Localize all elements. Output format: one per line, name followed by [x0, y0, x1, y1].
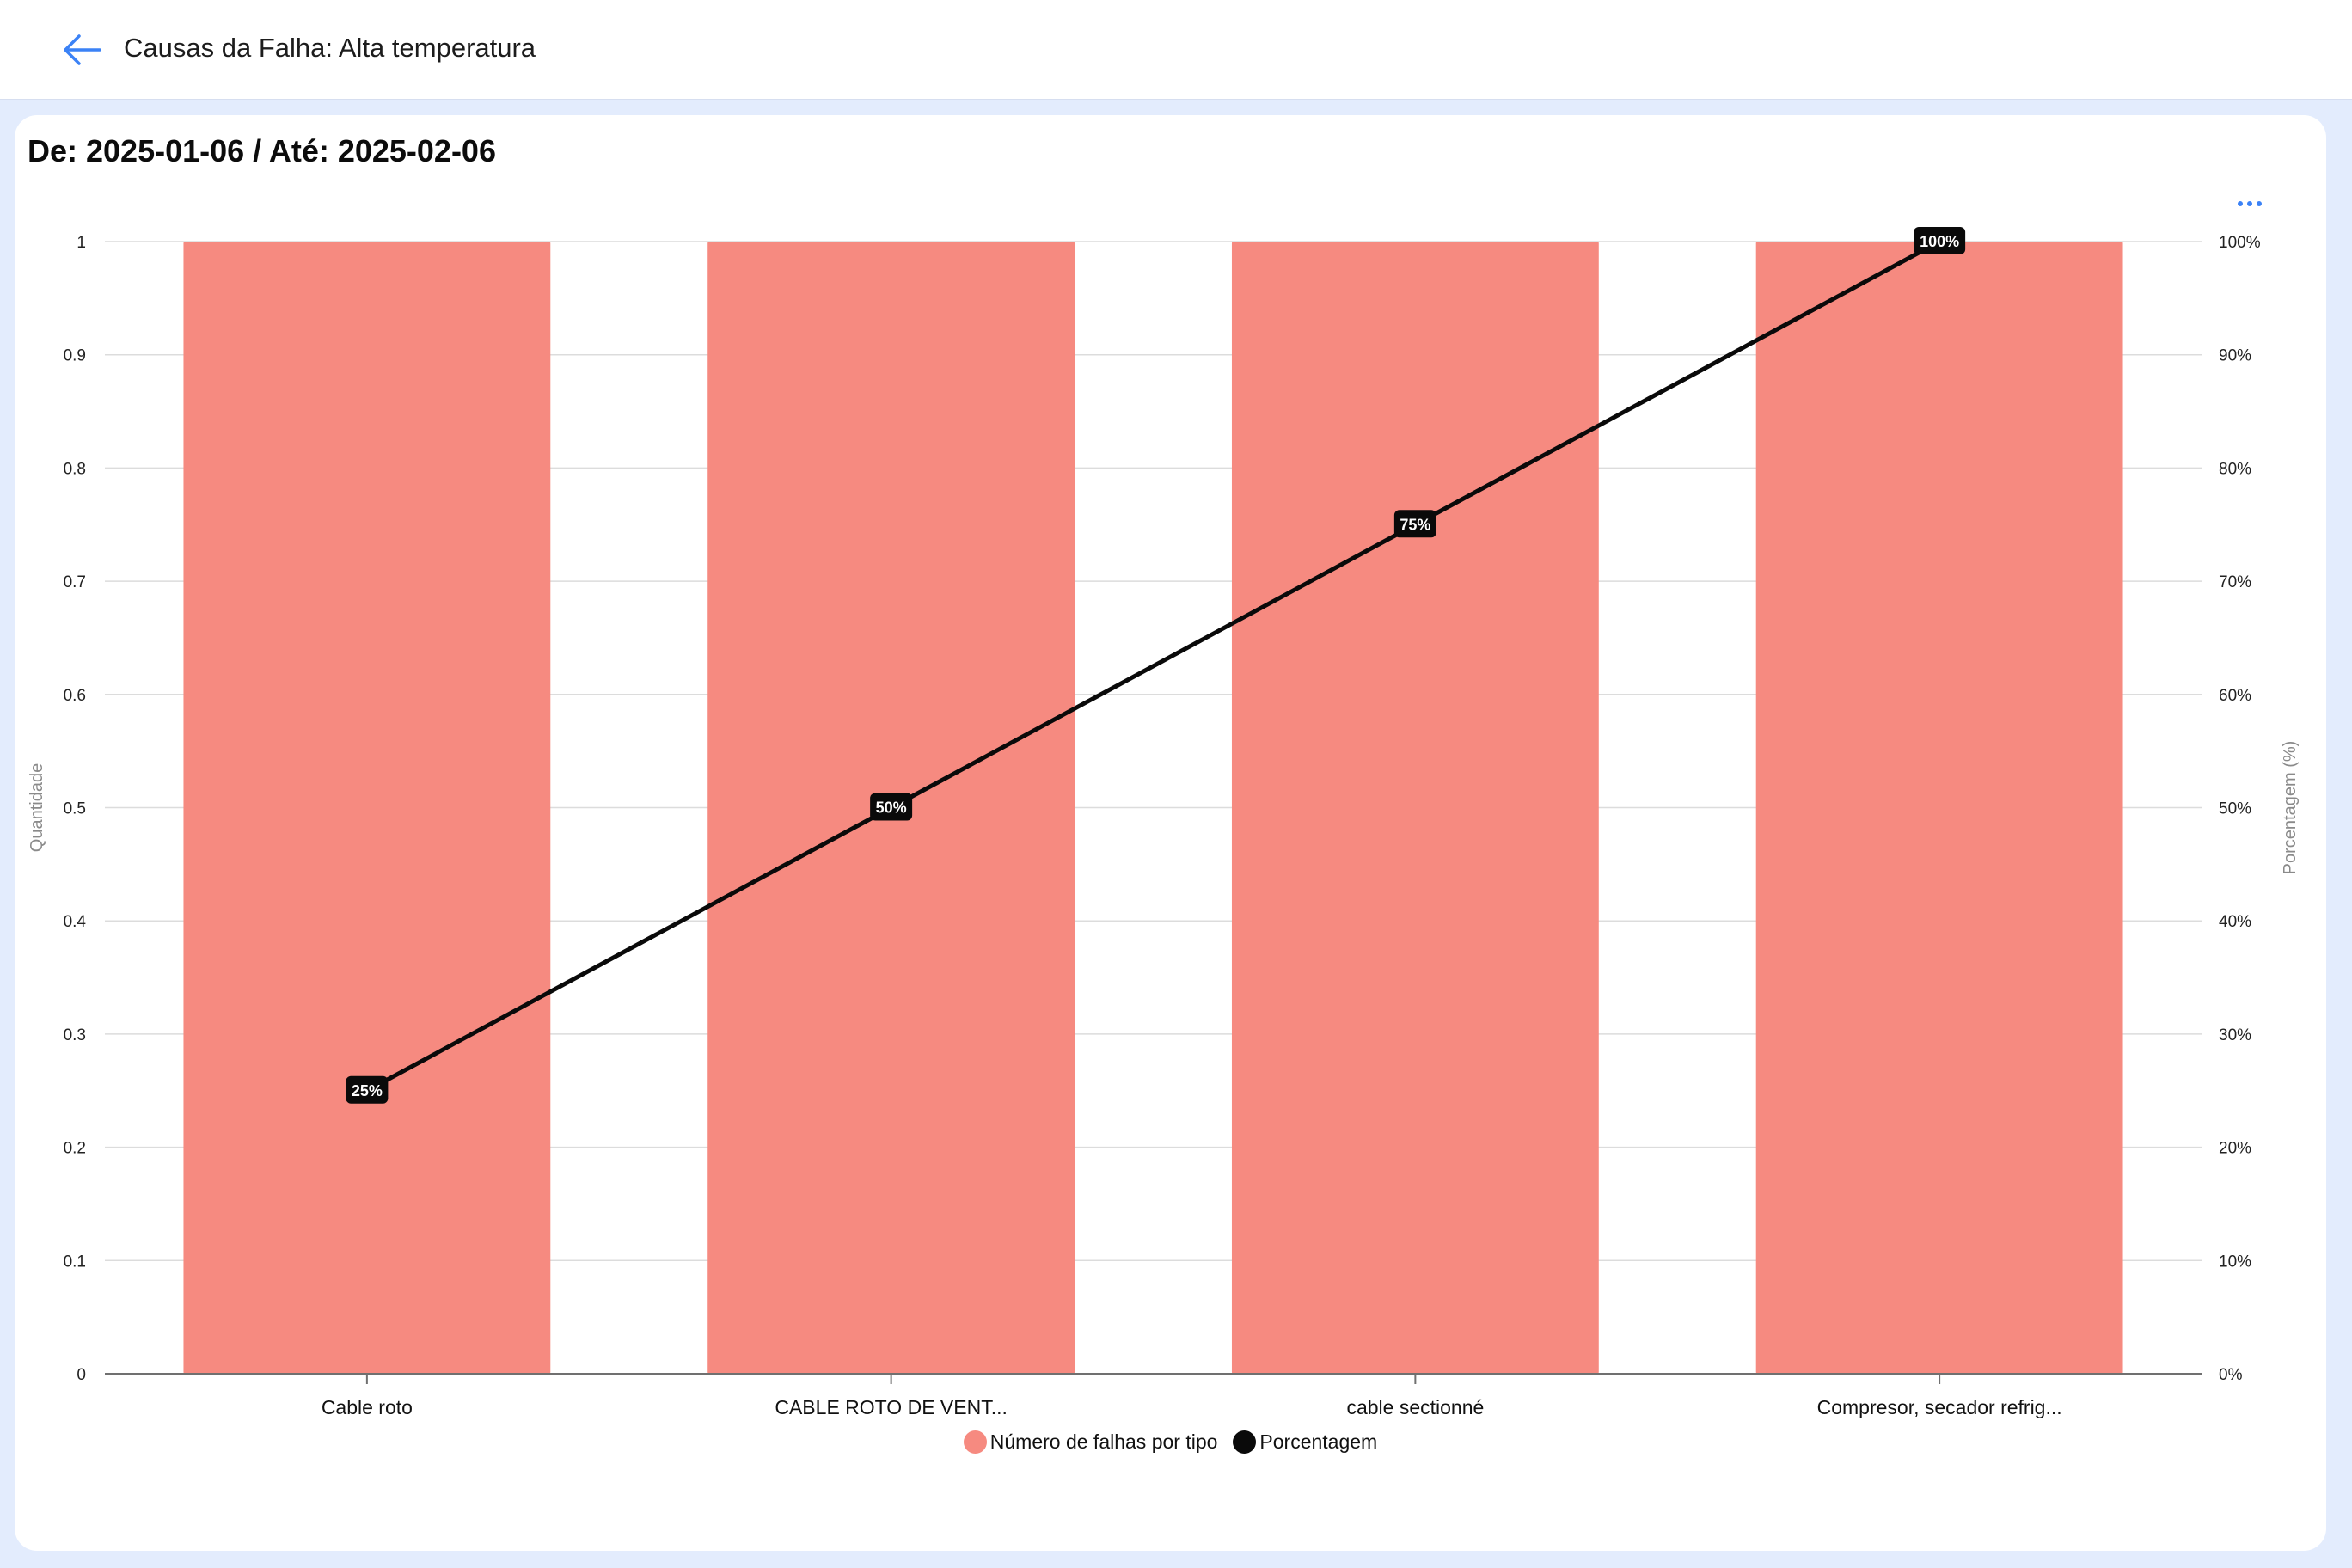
y-tick-label: 0.8 [64, 460, 86, 478]
y2-tick-label: 70% [2219, 573, 2251, 591]
y-tick-label: 0.6 [64, 687, 86, 705]
y2-tick-label: 100% [2219, 234, 2261, 252]
x-category-label: Compresor, secador refrig... [1817, 1396, 2062, 1418]
percentage-line [364, 239, 1942, 1093]
y2-tick-label: 20% [2219, 1140, 2251, 1158]
data-label-bg-2 [870, 793, 913, 821]
data-label-bg-3 [1393, 510, 1436, 538]
data-label-4: 100% [1920, 233, 1959, 250]
data-label-3: 75% [1400, 516, 1430, 533]
y2-tick-label: 0% [2219, 1366, 2243, 1384]
chart-legend: Número de falhas por tipo Porcentagem [15, 1430, 2326, 1454]
x-category-label: cable sectionné [1346, 1396, 1484, 1418]
y-tick-label: 0 [77, 1366, 86, 1384]
y-tick-label: 0.1 [64, 1253, 86, 1271]
legend-item-line[interactable]: Porcentagem [1233, 1430, 1377, 1454]
more-options-button[interactable] [2233, 191, 2267, 217]
bar-1 [183, 242, 551, 1374]
y-tick-label: 0.3 [64, 1026, 86, 1044]
x-category-label: CABLE ROTO DE VENT... [775, 1396, 1008, 1418]
arrow-left-icon [64, 34, 101, 65]
y2-tick-label: 80% [2219, 460, 2251, 478]
y2-tick-label: 40% [2219, 913, 2251, 931]
legend-swatch-bars [963, 1430, 987, 1454]
top-bar: Causas da Falha: Alta temperatura [0, 0, 2352, 100]
y-tick-label: 0.5 [64, 800, 86, 818]
y2-tick-label: 50% [2219, 800, 2251, 818]
legend-label-bars: Número de falhas por tipo [989, 1430, 1218, 1453]
back-button[interactable] [53, 29, 110, 70]
legend-label-line: Porcentagem [1259, 1430, 1378, 1453]
legend-item-bars[interactable]: Número de falhas por tipo [963, 1430, 1218, 1454]
data-label-2: 50% [876, 799, 907, 817]
data-label-1: 25% [352, 1082, 383, 1099]
y2-tick-label: 60% [2219, 687, 2251, 705]
y-tick-label: 0.2 [64, 1140, 86, 1158]
more-horizontal-icon [2238, 201, 2262, 206]
y-tick-label: 0.9 [64, 347, 86, 365]
y-tick-label: 0.7 [64, 573, 86, 591]
bar-4 [1755, 242, 2123, 1374]
pareto-chart: 0 0% 0.1 10% 0.2 20% 0.3 30% 0.4 40% 0.5 50% 0.6 60% 0… [28, 227, 2300, 1418]
date-range-title: De: 2025-01-06 / Até: 2025-02-06 [28, 133, 496, 168]
y-tick-label: 1 [77, 234, 86, 252]
y2-axis-title: Porcentagem (%) [2281, 741, 2300, 875]
y2-tick-label: 90% [2219, 347, 2251, 365]
y2-tick-label: 30% [2219, 1026, 2251, 1044]
data-label-bg-1 [346, 1075, 389, 1104]
y2-tick-label: 10% [2219, 1253, 2251, 1271]
x-category-label: Cable roto [322, 1396, 413, 1418]
y-tick-label: 0.4 [64, 913, 87, 931]
page-title: Causas da Falha: Alta temperatura [124, 33, 536, 63]
bar-3 [1231, 242, 1599, 1374]
legend-swatch-line [1233, 1430, 1257, 1454]
chart-card: De: 2025-01-06 / Até: 2025-02-06 0 0% 0.1 1… [15, 115, 2326, 1551]
y-axis-title: Quantidade [28, 763, 46, 852]
data-label-bg-4 [1914, 227, 1966, 254]
